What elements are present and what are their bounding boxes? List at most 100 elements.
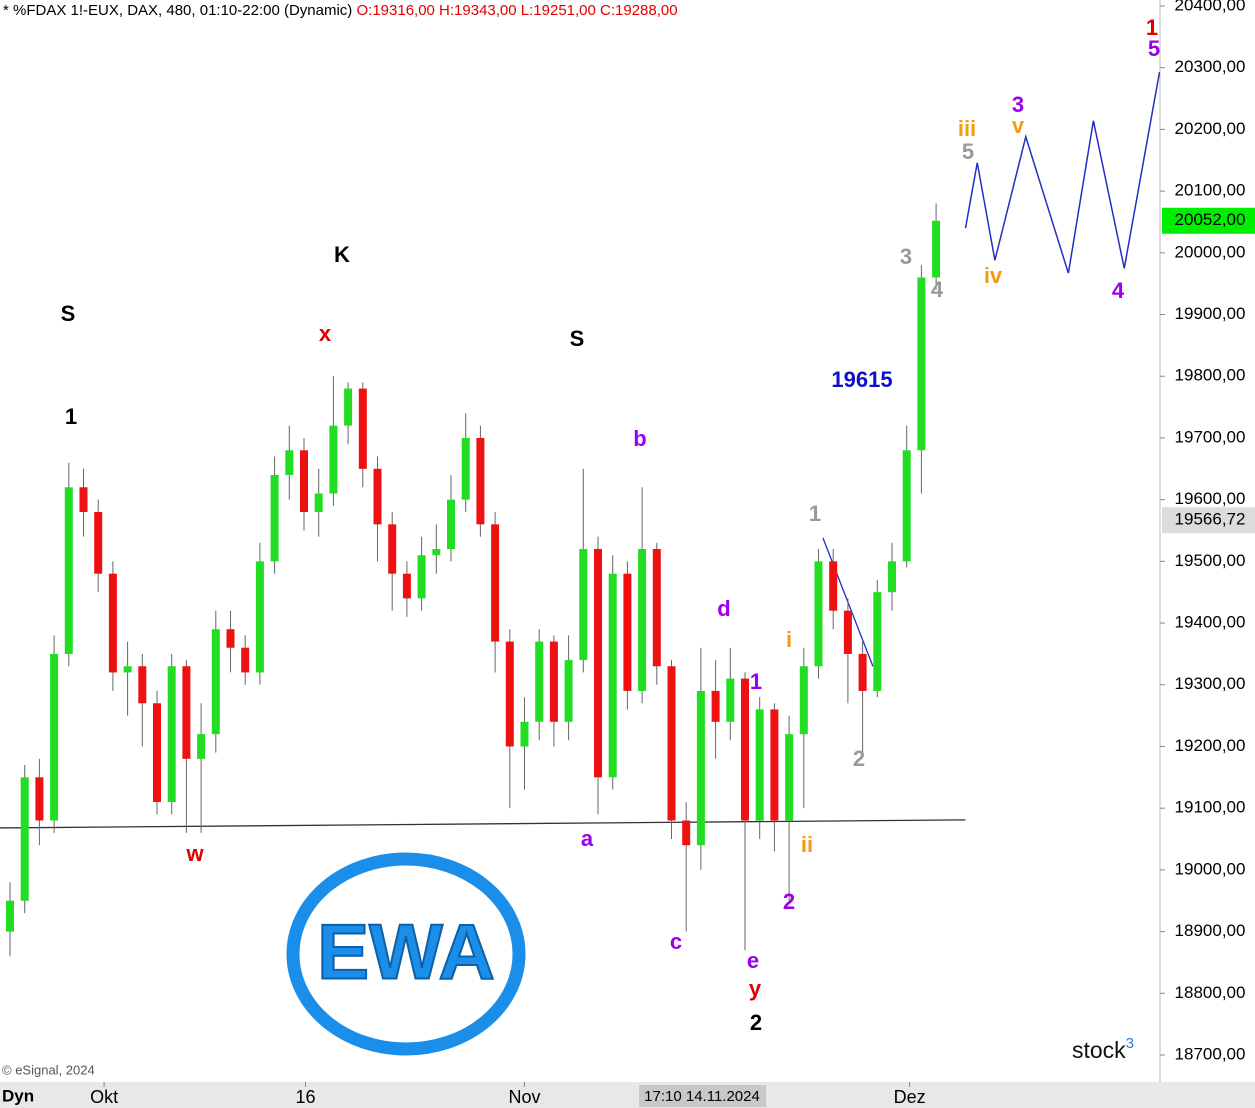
candle-body	[20, 777, 29, 901]
logo-text: stock	[1072, 1037, 1126, 1063]
candle-body	[579, 549, 588, 661]
y-tick-label: 18700,00	[1175, 1044, 1246, 1063]
price-marker-label: 19566,72	[1175, 510, 1246, 529]
wave-label: 5	[1148, 36, 1160, 61]
candle-body	[64, 487, 73, 654]
candle-body	[182, 666, 191, 759]
candle-body	[50, 653, 59, 821]
title-text: * %FDAX 1!-EUX, DAX, 480, 01:10-22:00 (D…	[3, 2, 352, 19]
candle-body	[432, 549, 441, 556]
wave-label: d	[717, 596, 730, 621]
logo: stock3	[1072, 1035, 1134, 1063]
candle-body	[888, 561, 896, 593]
candle-body	[344, 388, 353, 426]
wave-label: 1	[809, 501, 821, 526]
candle-body	[447, 499, 455, 550]
wave-label: a	[581, 826, 594, 851]
wave-label: 5	[962, 139, 974, 164]
candle-body	[123, 666, 132, 673]
y-tick-label: 18800,00	[1175, 983, 1246, 1002]
candle-body	[167, 666, 176, 803]
wave-label: e	[747, 948, 759, 973]
y-tick-label: 18900,00	[1175, 921, 1246, 940]
trend-line	[0, 819, 966, 829]
ewa-logo: EWA	[286, 852, 526, 1056]
candle-body	[858, 653, 867, 691]
candle-body	[241, 647, 250, 673]
candle-body	[770, 709, 779, 821]
wave-label: iii	[958, 116, 976, 141]
price-marker	[1162, 507, 1255, 534]
wave-label: w	[185, 841, 204, 866]
x-tick-label: 16	[295, 1087, 315, 1107]
candle-body	[873, 592, 882, 691]
wave-label: 1	[750, 669, 762, 694]
wave-label: iv	[984, 263, 1003, 288]
candle-body	[829, 561, 838, 611]
candle-body	[505, 641, 514, 747]
wave-label: K	[334, 242, 350, 267]
candle-body	[696, 690, 705, 846]
wave-label: 3	[900, 244, 912, 269]
wave-label: S	[570, 326, 585, 351]
price-marker	[1162, 207, 1255, 234]
y-tick-label: 19300,00	[1175, 674, 1246, 693]
y-tick-label: 20200,00	[1175, 119, 1246, 138]
candle-body	[902, 450, 911, 562]
copyright: © eSignal, 2024	[2, 1062, 95, 1077]
dyn-label: Dyn	[2, 1086, 34, 1105]
wave-label: S	[61, 301, 76, 326]
ewa-ring	[286, 852, 526, 1056]
candle-body	[388, 524, 397, 574]
y-tick-label: 20000,00	[1175, 242, 1246, 261]
y-tick-label: 19200,00	[1175, 736, 1246, 755]
candle-body	[461, 437, 470, 500]
candle-body	[682, 820, 691, 846]
candle-body	[711, 690, 720, 722]
candle-body	[285, 450, 294, 475]
candle-body	[314, 493, 323, 512]
y-tick-label: 19700,00	[1175, 427, 1246, 446]
wave-label: 1	[1146, 15, 1158, 40]
ohlc-text: O:19316,00 H:19343,00 L:19251,00 C:19288…	[356, 2, 677, 19]
candle-body	[520, 721, 529, 747]
wave-label: b	[633, 426, 646, 451]
x-tick-label: Nov	[508, 1087, 540, 1107]
candle-body	[799, 666, 808, 735]
candle-body	[843, 610, 852, 654]
wave-label: v	[1012, 113, 1025, 138]
y-tick-label: 19100,00	[1175, 798, 1246, 817]
y-tick-label: 20400,00	[1175, 0, 1246, 14]
wave-label: 2	[750, 1010, 762, 1035]
candle-body	[932, 220, 941, 278]
candle-body	[270, 474, 279, 562]
x-axis-bar	[0, 1082, 1255, 1108]
candle-body	[638, 549, 647, 691]
candle-body	[491, 524, 500, 642]
candle-body	[549, 641, 558, 722]
wave-label: ii	[801, 832, 813, 857]
y-tick-label: 19000,00	[1175, 859, 1246, 878]
wave-label: x	[319, 321, 332, 346]
candle-body	[255, 561, 264, 673]
wave-label: 4	[931, 277, 944, 302]
candle-body	[35, 777, 44, 821]
wave-label: 19615	[831, 367, 892, 392]
candle-body	[785, 734, 794, 821]
y-tick-label: 19500,00	[1175, 551, 1246, 570]
candle-body	[755, 709, 764, 821]
candle-body	[667, 666, 676, 821]
candle-body	[153, 703, 161, 803]
candle-body	[476, 437, 485, 525]
candle-body	[197, 734, 206, 759]
candle-body	[358, 388, 367, 469]
candle-body	[211, 629, 220, 735]
candle-body	[79, 487, 88, 512]
candle-body	[402, 573, 411, 599]
y-tick-label: 19900,00	[1175, 304, 1246, 323]
wave-label: i	[786, 627, 792, 652]
candle-body	[608, 573, 617, 778]
candle-body	[417, 555, 426, 599]
y-tick-label: 20300,00	[1175, 57, 1246, 76]
